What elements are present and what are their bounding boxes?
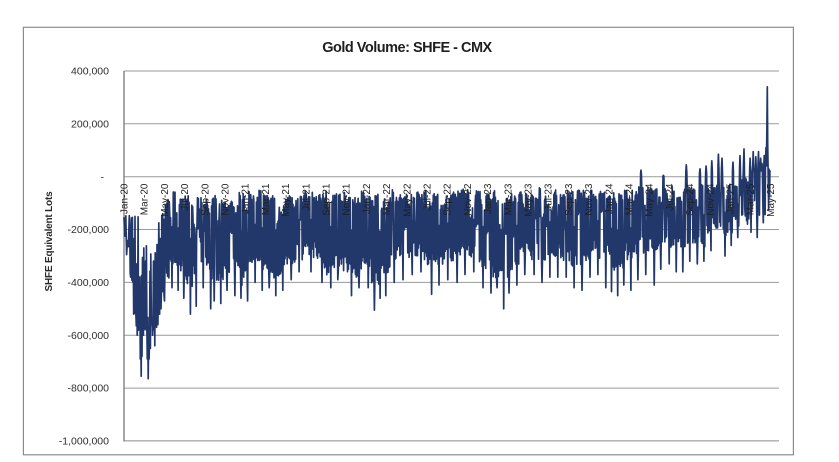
- svg-text:-600,000: -600,000: [68, 330, 110, 342]
- svg-text:Jul-22: Jul-22: [423, 183, 434, 211]
- svg-text:May-21: May-21: [281, 183, 292, 217]
- svg-text:Nov-24: Nov-24: [705, 183, 716, 216]
- svg-text:Sep-24: Sep-24: [685, 183, 696, 216]
- svg-text:Sep-23: Sep-23: [564, 183, 575, 216]
- svg-text:Jan-25: Jan-25: [726, 183, 737, 214]
- svg-text:Nov-21: Nov-21: [342, 183, 353, 216]
- svg-text:May-22: May-22: [402, 183, 413, 217]
- svg-text:Mar-20: Mar-20: [140, 183, 151, 215]
- svg-text:Sep-22: Sep-22: [443, 183, 454, 216]
- svg-text:-1,000,000: -1,000,000: [59, 436, 109, 448]
- svg-text:May-24: May-24: [645, 183, 656, 217]
- svg-text:Jan-20: Jan-20: [120, 183, 131, 214]
- svg-text:Jul-20: Jul-20: [180, 183, 191, 211]
- svg-text:Jan-24: Jan-24: [604, 183, 615, 214]
- svg-text:-400,000: -400,000: [68, 277, 110, 289]
- svg-text:Gold Volume: SHFE - CMX: Gold Volume: SHFE - CMX: [322, 40, 492, 56]
- svg-text:Jul-24: Jul-24: [665, 183, 676, 211]
- svg-text:May-25: May-25: [766, 183, 777, 217]
- svg-text:Nov-22: Nov-22: [463, 183, 474, 216]
- svg-text:May-20: May-20: [160, 183, 171, 217]
- svg-text:-800,000: -800,000: [68, 383, 110, 395]
- svg-text:200,000: 200,000: [71, 118, 109, 130]
- svg-text:May-23: May-23: [524, 183, 535, 217]
- svg-text:Mar-25: Mar-25: [746, 183, 757, 215]
- svg-text:Mar-22: Mar-22: [382, 183, 393, 215]
- svg-text:SHFE Equivalent Lots: SHFE Equivalent Lots: [44, 191, 55, 292]
- svg-text:Jan-23: Jan-23: [483, 183, 494, 214]
- svg-text:Sep-20: Sep-20: [200, 183, 211, 216]
- svg-text:Nov-20: Nov-20: [221, 183, 232, 216]
- svg-text:-: -: [101, 171, 105, 183]
- svg-text:Jul-21: Jul-21: [301, 183, 312, 211]
- svg-text:Mar-23: Mar-23: [503, 183, 514, 215]
- svg-text:Jan-21: Jan-21: [241, 183, 252, 214]
- svg-text:Jul-23: Jul-23: [544, 183, 555, 211]
- svg-text:Mar-24: Mar-24: [625, 183, 636, 215]
- svg-text:Nov-23: Nov-23: [584, 183, 595, 216]
- svg-text:Jan-22: Jan-22: [362, 183, 373, 214]
- svg-text:Sep-21: Sep-21: [322, 183, 333, 216]
- svg-text:-200,000: -200,000: [68, 224, 110, 236]
- svg-text:400,000: 400,000: [71, 66, 109, 78]
- svg-text:Mar-21: Mar-21: [261, 183, 272, 215]
